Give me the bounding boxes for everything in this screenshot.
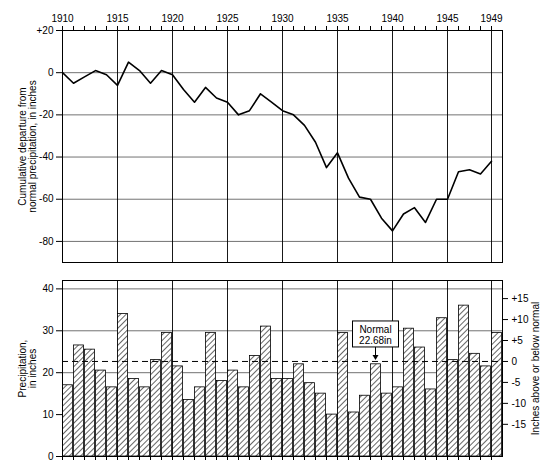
svg-text:-40: -40 bbox=[39, 151, 54, 162]
svg-text:40: 40 bbox=[42, 283, 54, 294]
svg-text:-60: -60 bbox=[39, 193, 54, 204]
svg-text:-20: -20 bbox=[39, 109, 54, 120]
svg-text:20: 20 bbox=[42, 367, 54, 378]
svg-text:1949: 1949 bbox=[480, 13, 503, 24]
svg-text:-10: -10 bbox=[512, 398, 527, 409]
svg-text:30: 30 bbox=[42, 325, 54, 336]
svg-text:0: 0 bbox=[48, 67, 54, 78]
svg-text:1925: 1925 bbox=[216, 13, 239, 24]
svg-text:1945: 1945 bbox=[436, 13, 459, 24]
svg-text:1940: 1940 bbox=[381, 13, 404, 24]
svg-text:0: 0 bbox=[512, 356, 518, 367]
svg-text:1915: 1915 bbox=[106, 13, 129, 24]
svg-text:-5: -5 bbox=[512, 377, 521, 388]
svg-text:Cumulative departure fromnorma: Cumulative departure fromnormal precipit… bbox=[17, 80, 38, 212]
svg-text:-15: -15 bbox=[512, 419, 527, 430]
svg-text:1930: 1930 bbox=[271, 13, 294, 24]
svg-text:Inches above or below normal: Inches above or below normal bbox=[530, 302, 541, 435]
svg-text:10: 10 bbox=[42, 409, 54, 420]
svg-text:+10: +10 bbox=[512, 314, 529, 325]
svg-text:1935: 1935 bbox=[326, 13, 349, 24]
svg-text:+5: +5 bbox=[512, 335, 524, 346]
svg-text:Precipitation,in inches: Precipitation,in inches bbox=[17, 340, 38, 398]
svg-text:-80: -80 bbox=[39, 236, 54, 247]
svg-text:22.68in: 22.68in bbox=[359, 335, 392, 346]
svg-text:+20: +20 bbox=[37, 25, 54, 36]
svg-text:0: 0 bbox=[48, 451, 54, 462]
svg-text:+15: +15 bbox=[512, 293, 529, 304]
svg-text:Normal: Normal bbox=[359, 324, 391, 335]
svg-text:1920: 1920 bbox=[161, 13, 184, 24]
svg-text:1910: 1910 bbox=[51, 13, 74, 24]
